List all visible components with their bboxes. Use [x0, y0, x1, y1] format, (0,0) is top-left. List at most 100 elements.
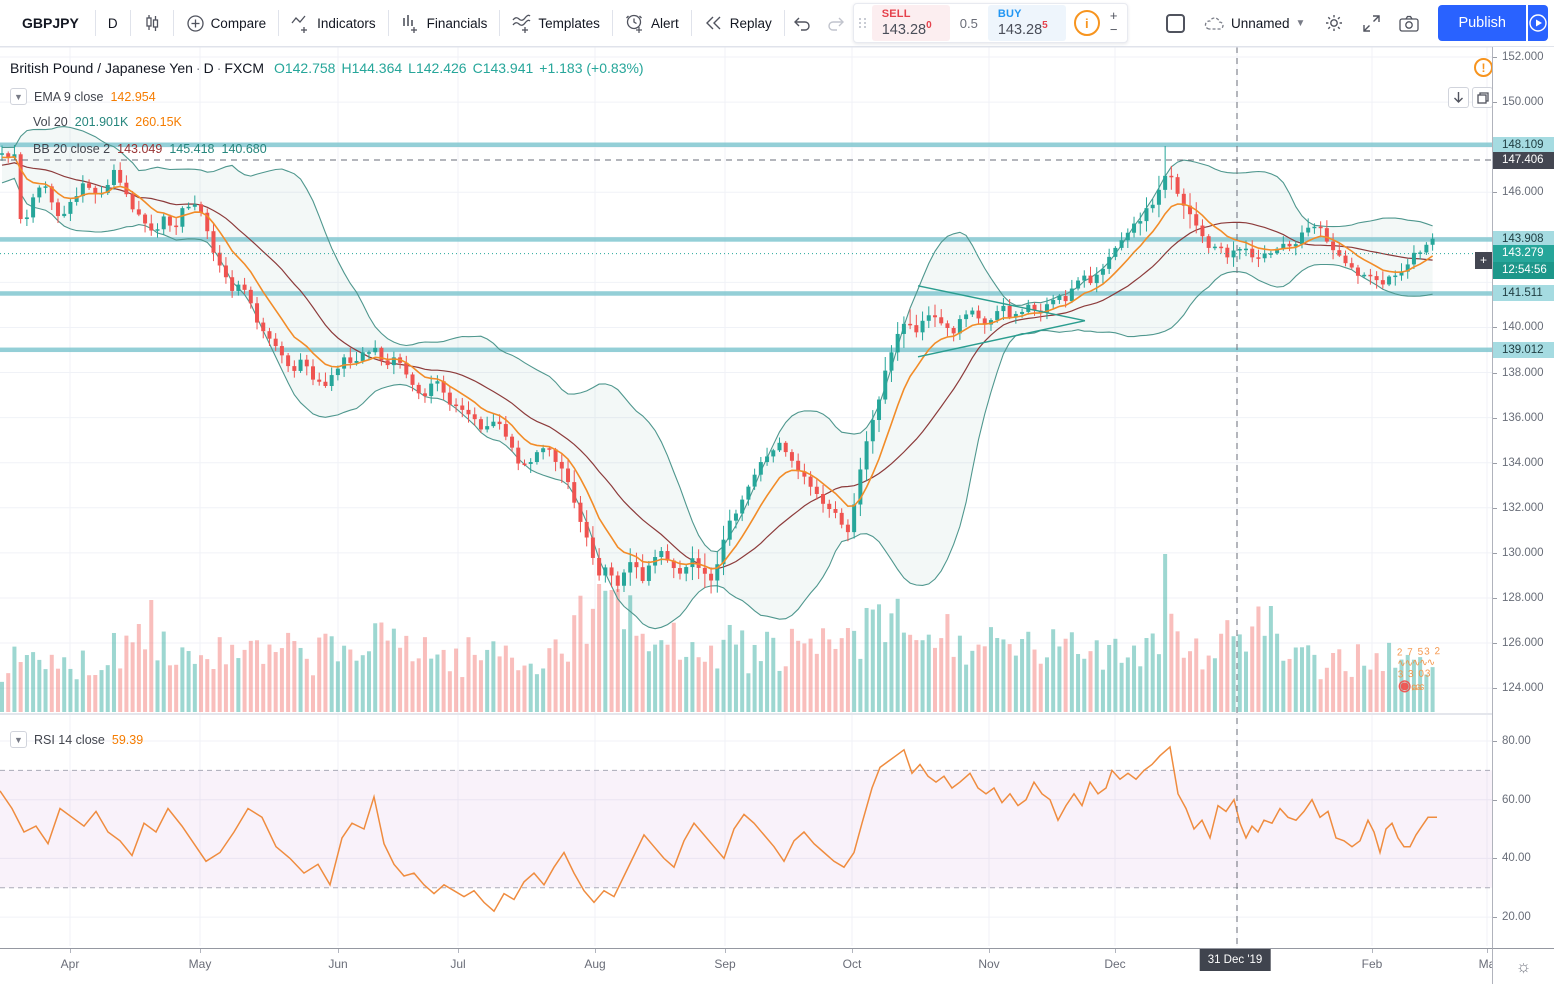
- price-axis-label: 138.000: [1493, 365, 1554, 381]
- top-toolbar: GBPJPY D Compare Ind: [0, 0, 1554, 47]
- toolbar-divider: [499, 10, 501, 36]
- templates-button[interactable]: Templates: [500, 4, 612, 42]
- price-axis-label: 140.000: [1493, 319, 1554, 335]
- price-axis[interactable]: 152.000 150.000 146.000 140.000 138.000 136.0…: [1492, 47, 1554, 948]
- volume-legend-row[interactable]: Vol 20 201.901K 260.15K: [33, 115, 182, 129]
- bb-basis-value: 143.049: [117, 142, 163, 156]
- rsi-axis-label: 80.00: [1493, 733, 1554, 749]
- sell-price: 143.28: [881, 21, 927, 38]
- cloud-icon: [1204, 16, 1225, 31]
- month-label: Dec: [1104, 957, 1126, 971]
- crosshair-add-alert-plus-icon[interactable]: +: [1475, 252, 1492, 269]
- time-axis-tick: [200, 949, 201, 953]
- time-axis-tick: [1372, 949, 1373, 953]
- indicators-button[interactable]: Indicators: [279, 4, 388, 42]
- alert-button[interactable]: Alert: [613, 4, 691, 42]
- chevron-down-icon: ▼: [1295, 17, 1306, 29]
- buy-label: BUY: [997, 8, 1022, 21]
- bar-countdown-label: 12:54:56: [1493, 262, 1554, 279]
- undo-icon[interactable]: [785, 15, 819, 31]
- toolbar-divider: [387, 10, 389, 36]
- month-label: Jun: [328, 957, 348, 971]
- layout-select-button[interactable]: [1157, 13, 1194, 33]
- rsi-legend-row[interactable]: ▼ RSI 14 close 59.39: [10, 731, 143, 748]
- time-axis-tick: [725, 949, 726, 953]
- price-axis-label: 128.000: [1493, 590, 1554, 606]
- volume-label: Vol 20: [33, 115, 68, 129]
- bb-upper-value: 145.418: [169, 142, 215, 156]
- time-axis-tick: [852, 949, 853, 953]
- drawn-trendline: [917, 320, 1086, 358]
- replay-icon: [704, 15, 724, 31]
- publish-idea-play-button[interactable]: [1528, 5, 1548, 41]
- info-icon[interactable]: i: [1073, 10, 1100, 36]
- alert-warning-icon[interactable]: !: [1474, 58, 1493, 77]
- symbol-legend[interactable]: British Pound / Japanese Yen · D · FXCM O142…: [10, 60, 644, 76]
- spread-value: 0.5: [959, 15, 978, 31]
- price-axis-label: 136.000: [1493, 410, 1554, 426]
- screenshot-camera-button[interactable]: [1390, 15, 1428, 32]
- support-resistance-line: [0, 237, 1492, 242]
- chart-type-button[interactable]: [131, 4, 173, 42]
- price-axis-label: 126.000: [1493, 635, 1554, 651]
- ema-value: 142.954: [110, 89, 156, 104]
- volume-ma-value: 260.15K: [135, 115, 182, 129]
- sr-level-label: 143.908: [1493, 231, 1554, 247]
- templates-icon: [512, 14, 532, 33]
- rsi-axis-label: 20.00: [1493, 909, 1554, 925]
- month-label: Aug: [584, 957, 606, 971]
- legend-collapse-chevron-icon[interactable]: ▼: [10, 88, 27, 105]
- toolbar-divider: [94, 10, 96, 36]
- price-axis-label: 152.000: [1493, 49, 1554, 65]
- time-axis-tick: [989, 949, 990, 953]
- fullscreen-button[interactable]: [1353, 14, 1390, 33]
- financials-icon: [401, 14, 421, 33]
- toolbar-divider: [172, 10, 174, 36]
- sun-icon: ☼: [1515, 956, 1532, 976]
- high-value: H144.364: [341, 60, 403, 76]
- interval-button[interactable]: D: [107, 15, 118, 31]
- month-label: Oct: [842, 957, 862, 971]
- drag-handle-icon[interactable]: [858, 18, 869, 28]
- month-label: Feb: [1361, 957, 1383, 971]
- replay-button[interactable]: Replay: [692, 4, 784, 42]
- maximize-pane-button[interactable]: [1472, 87, 1493, 108]
- legend-symbol-title: British Pound / Japanese Yen: [10, 60, 193, 76]
- compare-button[interactable]: Compare: [174, 4, 279, 42]
- time-axis[interactable]: Apr May Jun Jul Aug Sep Oct Nov Dec Feb Ma 31 Dec '…: [0, 948, 1554, 984]
- volume-value: 201.901K: [74, 115, 129, 129]
- price-axis-label: 146.000: [1493, 184, 1554, 200]
- sell-button[interactable]: SELL 143.280: [871, 5, 950, 41]
- month-label: Ma: [1478, 957, 1496, 971]
- financials-button[interactable]: Financials: [389, 4, 500, 42]
- close-value: C143.941: [472, 60, 534, 76]
- publish-button[interactable]: Publish: [1438, 5, 1526, 41]
- ema-label: EMA 9 close: [34, 89, 104, 104]
- sr-level-label: 141.511: [1493, 285, 1554, 301]
- support-resistance-line: [0, 291, 1492, 296]
- time-axis-tick: [1487, 949, 1488, 953]
- plus-icon: +: [1109, 8, 1118, 23]
- price-axis-label: 132.000: [1493, 500, 1554, 516]
- ema-legend-row[interactable]: ▼ EMA 9 close 142.954: [10, 88, 156, 105]
- minus-icon: −: [1109, 22, 1118, 37]
- time-axis-tick: [1115, 949, 1116, 953]
- sr-level-label: 139.012: [1493, 342, 1554, 358]
- layout-name-button[interactable]: Unnamed ▼: [1194, 16, 1315, 31]
- bb-legend-row[interactable]: BB 20 close 2 143.049 145.418 140.680: [33, 142, 267, 156]
- buy-button[interactable]: BUY 143.285: [987, 5, 1066, 41]
- timezone-button[interactable]: ☼: [1492, 948, 1554, 984]
- rsi-label: RSI 14 close: [34, 732, 105, 747]
- bb-lower-value: 140.680: [221, 142, 267, 156]
- settings-button[interactable]: [1315, 13, 1353, 33]
- symbol-button[interactable]: GBPJPY: [22, 15, 79, 31]
- open-value: O142.758: [273, 60, 336, 76]
- redo-icon[interactable]: [819, 15, 853, 31]
- toolbar-divider: [690, 10, 692, 36]
- quantity-stepper[interactable]: + −: [1108, 8, 1124, 37]
- scroll-to-realtime-button[interactable]: [1448, 87, 1469, 108]
- legend-collapse-chevron-icon[interactable]: ▼: [10, 731, 27, 748]
- alert-clock-icon: [625, 13, 645, 33]
